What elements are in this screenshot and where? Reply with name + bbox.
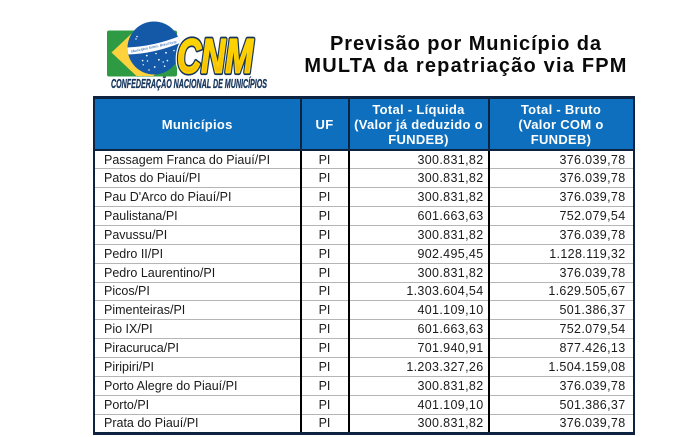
svg-text:CNM: CNM bbox=[177, 31, 254, 84]
svg-text:CNM: CNM bbox=[177, 31, 254, 84]
svg-text:CNM: CNM bbox=[177, 31, 254, 84]
svg-text:CONFEDERAÇÃO NACIONAL DE MUNIC: CONFEDERAÇÃO NACIONAL DE MUNICÍPIOS bbox=[111, 76, 267, 91]
